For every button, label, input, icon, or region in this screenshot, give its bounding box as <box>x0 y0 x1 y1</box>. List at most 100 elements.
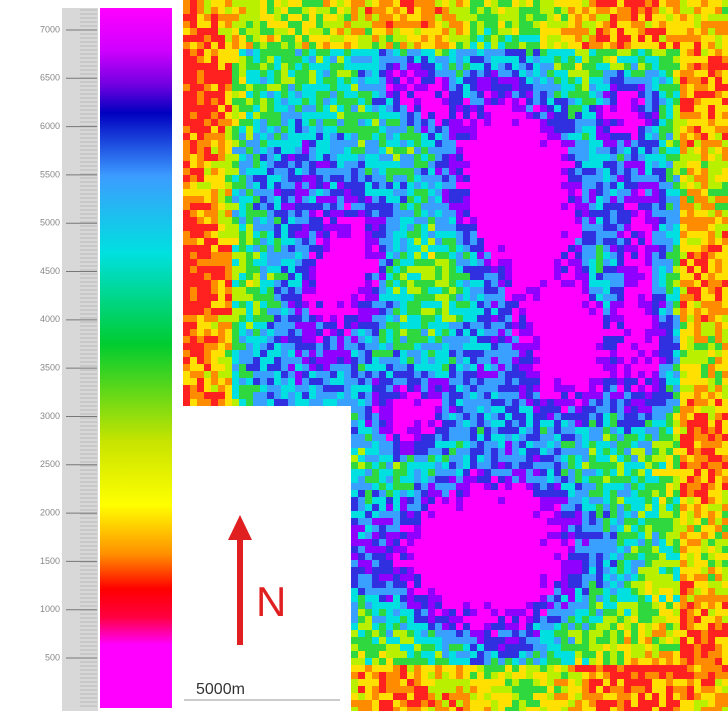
raster-cell <box>512 210 519 217</box>
raster-cell <box>561 119 568 126</box>
raster-cell <box>659 385 666 392</box>
raster-cell <box>456 399 463 406</box>
raster-cell <box>309 161 316 168</box>
raster-cell <box>400 308 407 315</box>
raster-cell <box>512 385 519 392</box>
raster-cell <box>246 182 253 189</box>
raster-cell <box>568 217 575 224</box>
raster-cell <box>281 301 288 308</box>
raster-cell <box>288 336 295 343</box>
raster-cell <box>547 280 554 287</box>
raster-cell <box>575 357 582 364</box>
raster-cell <box>526 392 533 399</box>
raster-cell <box>603 245 610 252</box>
raster-cell <box>519 343 526 350</box>
raster-cell <box>484 140 491 147</box>
raster-cell <box>344 56 351 63</box>
raster-cell <box>547 308 554 315</box>
raster-cell <box>456 322 463 329</box>
raster-cell <box>477 35 484 42</box>
raster-cell <box>659 378 666 385</box>
raster-cell <box>302 126 309 133</box>
raster-cell <box>393 112 400 119</box>
raster-cell <box>631 175 638 182</box>
raster-cell <box>526 301 533 308</box>
raster-cell <box>477 378 484 385</box>
raster-cell <box>652 0 659 7</box>
raster-cell <box>463 210 470 217</box>
raster-cell <box>260 0 267 7</box>
raster-cell <box>540 112 547 119</box>
raster-cell <box>253 259 260 266</box>
raster-cell <box>246 294 253 301</box>
raster-cell <box>568 259 575 266</box>
raster-cell <box>407 189 414 196</box>
raster-cell <box>582 329 589 336</box>
raster-cell <box>533 301 540 308</box>
raster-cell <box>610 301 617 308</box>
raster-cell <box>183 182 190 189</box>
raster-cell <box>211 28 218 35</box>
raster-cell <box>372 7 379 14</box>
raster-cell <box>477 217 484 224</box>
raster-cell <box>309 189 316 196</box>
raster-cell <box>386 49 393 56</box>
raster-cell <box>358 42 365 49</box>
raster-cell <box>582 161 589 168</box>
raster-cell <box>211 154 218 161</box>
raster-cell <box>624 371 631 378</box>
raster-cell <box>617 140 624 147</box>
raster-cell <box>372 56 379 63</box>
raster-cell <box>631 210 638 217</box>
raster-cell <box>442 392 449 399</box>
raster-cell <box>407 182 414 189</box>
raster-cell <box>316 77 323 84</box>
raster-cell <box>295 322 302 329</box>
raster-cell <box>225 224 232 231</box>
raster-cell <box>673 343 680 350</box>
raster-cell <box>568 168 575 175</box>
raster-cell <box>645 301 652 308</box>
raster-cell <box>323 231 330 238</box>
raster-cell <box>694 210 701 217</box>
raster-cell <box>288 357 295 364</box>
raster-cell <box>323 70 330 77</box>
raster-cell <box>596 105 603 112</box>
raster-cell <box>715 315 722 322</box>
raster-cell <box>190 98 197 105</box>
raster-cell <box>526 385 533 392</box>
raster-cell <box>547 77 554 84</box>
raster-cell <box>281 231 288 238</box>
raster-cell <box>246 224 253 231</box>
raster-cell <box>421 56 428 63</box>
raster-cell <box>498 7 505 14</box>
raster-cell <box>568 434 575 441</box>
raster-cell <box>197 196 204 203</box>
raster-cell <box>232 182 239 189</box>
raster-cell <box>442 273 449 280</box>
raster-cell <box>344 14 351 21</box>
raster-cell <box>554 273 561 280</box>
raster-cell <box>575 329 582 336</box>
raster-cell <box>393 217 400 224</box>
raster-cell <box>428 266 435 273</box>
raster-cell <box>603 203 610 210</box>
raster-cell <box>547 329 554 336</box>
raster-cell <box>449 266 456 273</box>
raster-cell <box>456 406 463 413</box>
raster-cell <box>554 420 561 427</box>
raster-cell <box>554 28 561 35</box>
raster-cell <box>519 336 526 343</box>
raster-cell <box>498 126 505 133</box>
raster-cell <box>330 112 337 119</box>
raster-cell <box>449 413 456 420</box>
raster-cell <box>463 98 470 105</box>
raster-cell <box>533 252 540 259</box>
raster-cell <box>246 357 253 364</box>
raster-cell <box>421 49 428 56</box>
raster-cell <box>610 378 617 385</box>
raster-cell <box>680 231 687 238</box>
raster-cell <box>687 210 694 217</box>
raster-cell <box>610 329 617 336</box>
raster-cell <box>498 315 505 322</box>
